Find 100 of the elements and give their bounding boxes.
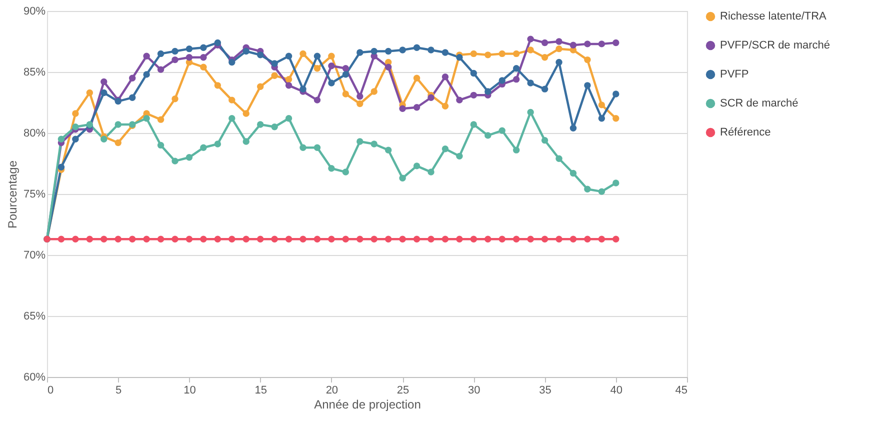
point	[456, 152, 463, 160]
point	[157, 236, 164, 242]
point	[556, 155, 562, 162]
point	[584, 56, 591, 64]
point	[612, 90, 620, 98]
point	[285, 115, 292, 122]
point	[498, 236, 506, 242]
point	[556, 38, 562, 45]
point	[328, 80, 335, 86]
point	[285, 76, 292, 83]
x-tick-label: 20	[326, 384, 338, 396]
point	[356, 49, 364, 56]
point	[612, 180, 620, 186]
point	[584, 40, 591, 48]
point	[186, 54, 193, 61]
point	[271, 124, 278, 130]
point	[527, 36, 534, 42]
legend-label: SCR de marché	[720, 98, 798, 110]
point	[228, 236, 236, 242]
point	[399, 236, 406, 242]
point	[512, 236, 520, 242]
point	[384, 146, 392, 154]
point	[242, 110, 250, 117]
point	[186, 45, 193, 52]
x-axis-title: Année de projection	[314, 398, 421, 412]
point	[612, 39, 620, 46]
point	[413, 74, 420, 82]
y-tick-label: 80%	[23, 128, 46, 140]
point	[470, 236, 478, 242]
point	[384, 48, 392, 55]
point	[584, 186, 591, 192]
point	[271, 236, 278, 242]
point	[157, 66, 164, 73]
y-tick-label: 90%	[23, 6, 46, 18]
x-tick-label: 10	[184, 384, 196, 396]
point	[342, 71, 350, 78]
legend-label: Référence	[720, 126, 771, 138]
point	[413, 162, 420, 170]
point	[399, 174, 406, 182]
point	[114, 139, 122, 146]
point	[143, 52, 150, 60]
point	[72, 110, 79, 117]
point	[598, 40, 606, 48]
x-tick-label: 25	[396, 384, 410, 396]
point	[428, 236, 434, 242]
point	[214, 236, 222, 242]
point	[128, 236, 136, 242]
point	[527, 236, 534, 242]
x-tick-label: 15	[254, 384, 267, 396]
point	[399, 105, 406, 112]
x-tick-label: 30	[468, 384, 480, 396]
point	[512, 50, 520, 58]
point	[256, 83, 264, 90]
point	[214, 82, 222, 89]
point	[100, 136, 108, 142]
point	[342, 64, 350, 72]
point	[328, 236, 335, 242]
point	[214, 39, 222, 46]
point	[428, 94, 434, 101]
y-tick-label: 75%	[23, 188, 46, 200]
point	[370, 48, 378, 55]
point	[143, 71, 150, 78]
point	[128, 74, 136, 82]
point	[541, 136, 548, 144]
point	[541, 236, 548, 242]
point	[328, 165, 335, 172]
point	[356, 138, 364, 145]
point	[214, 140, 222, 148]
point	[470, 50, 478, 58]
point	[285, 52, 292, 60]
y-axis-title: Pourcentage	[5, 160, 20, 229]
point	[143, 115, 150, 122]
point	[413, 104, 420, 111]
point	[570, 236, 577, 242]
point	[172, 158, 178, 164]
point	[100, 78, 108, 86]
point	[484, 52, 492, 58]
point	[200, 44, 207, 51]
point	[442, 74, 449, 80]
x-tick-label: 40	[610, 384, 623, 396]
point	[314, 96, 321, 104]
point	[242, 236, 250, 242]
point	[300, 50, 306, 58]
point	[470, 70, 478, 77]
y-tick-label: 65%	[23, 310, 46, 322]
x-tick-label: 5	[116, 384, 122, 396]
point	[256, 52, 264, 58]
point	[442, 236, 449, 242]
point	[598, 236, 606, 242]
point	[200, 144, 207, 151]
point	[228, 96, 236, 104]
legend-label: Richesse latente/TRA	[720, 10, 828, 22]
point	[484, 132, 492, 139]
point	[186, 154, 193, 161]
point	[612, 115, 620, 122]
point	[285, 236, 292, 242]
point	[256, 121, 264, 128]
point	[598, 115, 606, 122]
point	[228, 58, 236, 66]
point	[256, 236, 264, 242]
